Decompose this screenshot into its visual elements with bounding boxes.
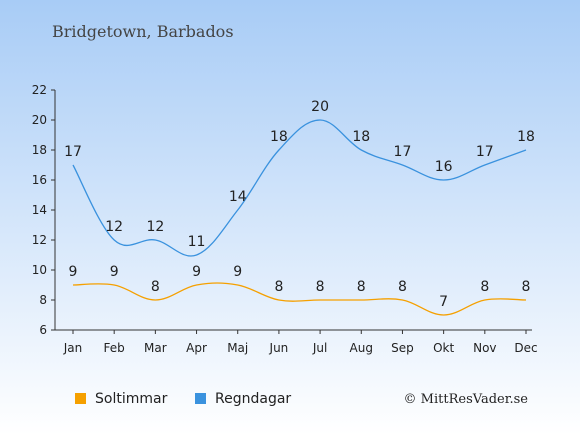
y-tick-label: 6 [39,323,47,337]
data-label-soltimmar: 9 [69,264,78,280]
data-label-regndagar: 17 [64,144,82,160]
data-label-regndagar: 16 [435,159,453,175]
y-tick-label: 8 [39,293,47,307]
chart-title: Bridgetown, Barbados [52,22,234,41]
x-tick-label: Dec [514,341,537,355]
data-label-soltimmar: 8 [274,279,283,295]
data-label-soltimmar: 9 [233,264,242,280]
data-label-soltimmar: 9 [192,264,201,280]
x-tick-label: Okt [433,341,454,355]
data-label-soltimmar: 8 [398,279,407,295]
data-label-regndagar: 12 [105,219,123,235]
series-line-regndagar [72,119,527,257]
x-tick-label: Apr [186,341,207,355]
data-label-regndagar: 14 [229,189,247,205]
y-tick-label: 10 [32,263,47,277]
series-layer: 9 9 8 9 9 8 8 8 8 7 8 8 17 12 12 11 14 18 20 18 17 16 17 18 [64,99,535,316]
data-label-soltimmar: 9 [110,264,119,280]
legend-label-regndagar: Regndagar [215,391,291,407]
data-label-soltimmar: 7 [439,294,448,310]
x-tick-label: Feb [104,341,125,355]
data-label-regndagar: 18 [517,129,535,145]
data-label-regndagar: 17 [476,144,494,160]
y-tick-label: 20 [32,113,47,127]
series-line-soltimmar [72,282,527,316]
x-tick-label: Jan [63,341,83,355]
data-label-soltimmar: 8 [316,279,325,295]
x-tick-label: Sep [391,341,414,355]
data-label-soltimmar: 8 [480,279,489,295]
x-tick-label: Jul [312,341,327,355]
data-label-regndagar: 20 [311,99,329,115]
data-label-regndagar: 12 [146,219,164,235]
y-tick-label: 22 [32,83,47,97]
data-label-regndagar: 18 [352,129,370,145]
y-tick-label: 12 [32,233,47,247]
legend-swatch-soltimmar [75,393,86,404]
y-tick-label: 18 [32,143,47,157]
data-label-soltimmar: 8 [357,279,366,295]
x-tick-label: Nov [473,341,496,355]
credit-text: © MittResVader.se [404,392,529,407]
legend: Soltimmar Regndagar [75,391,291,407]
data-label-regndagar: 17 [394,144,412,160]
x-tick-label: Mar [144,341,167,355]
y-tick-label: 14 [32,203,47,217]
data-label-regndagar: 11 [188,234,206,250]
y-tick-label: 16 [32,173,47,187]
data-label-soltimmar: 8 [522,279,531,295]
axes: 6 8 10 12 14 16 18 20 22 Jan Feb Mar Apr Maj Jun Jul Aug… [32,83,538,355]
x-tick-label: Aug [350,341,373,355]
data-label-soltimmar: 8 [151,279,160,295]
legend-label-soltimmar: Soltimmar [95,391,168,407]
data-label-regndagar: 18 [270,129,288,145]
x-tick-label: Jun [269,341,289,355]
x-tick-label: Maj [227,341,248,355]
legend-swatch-regndagar [195,393,206,404]
